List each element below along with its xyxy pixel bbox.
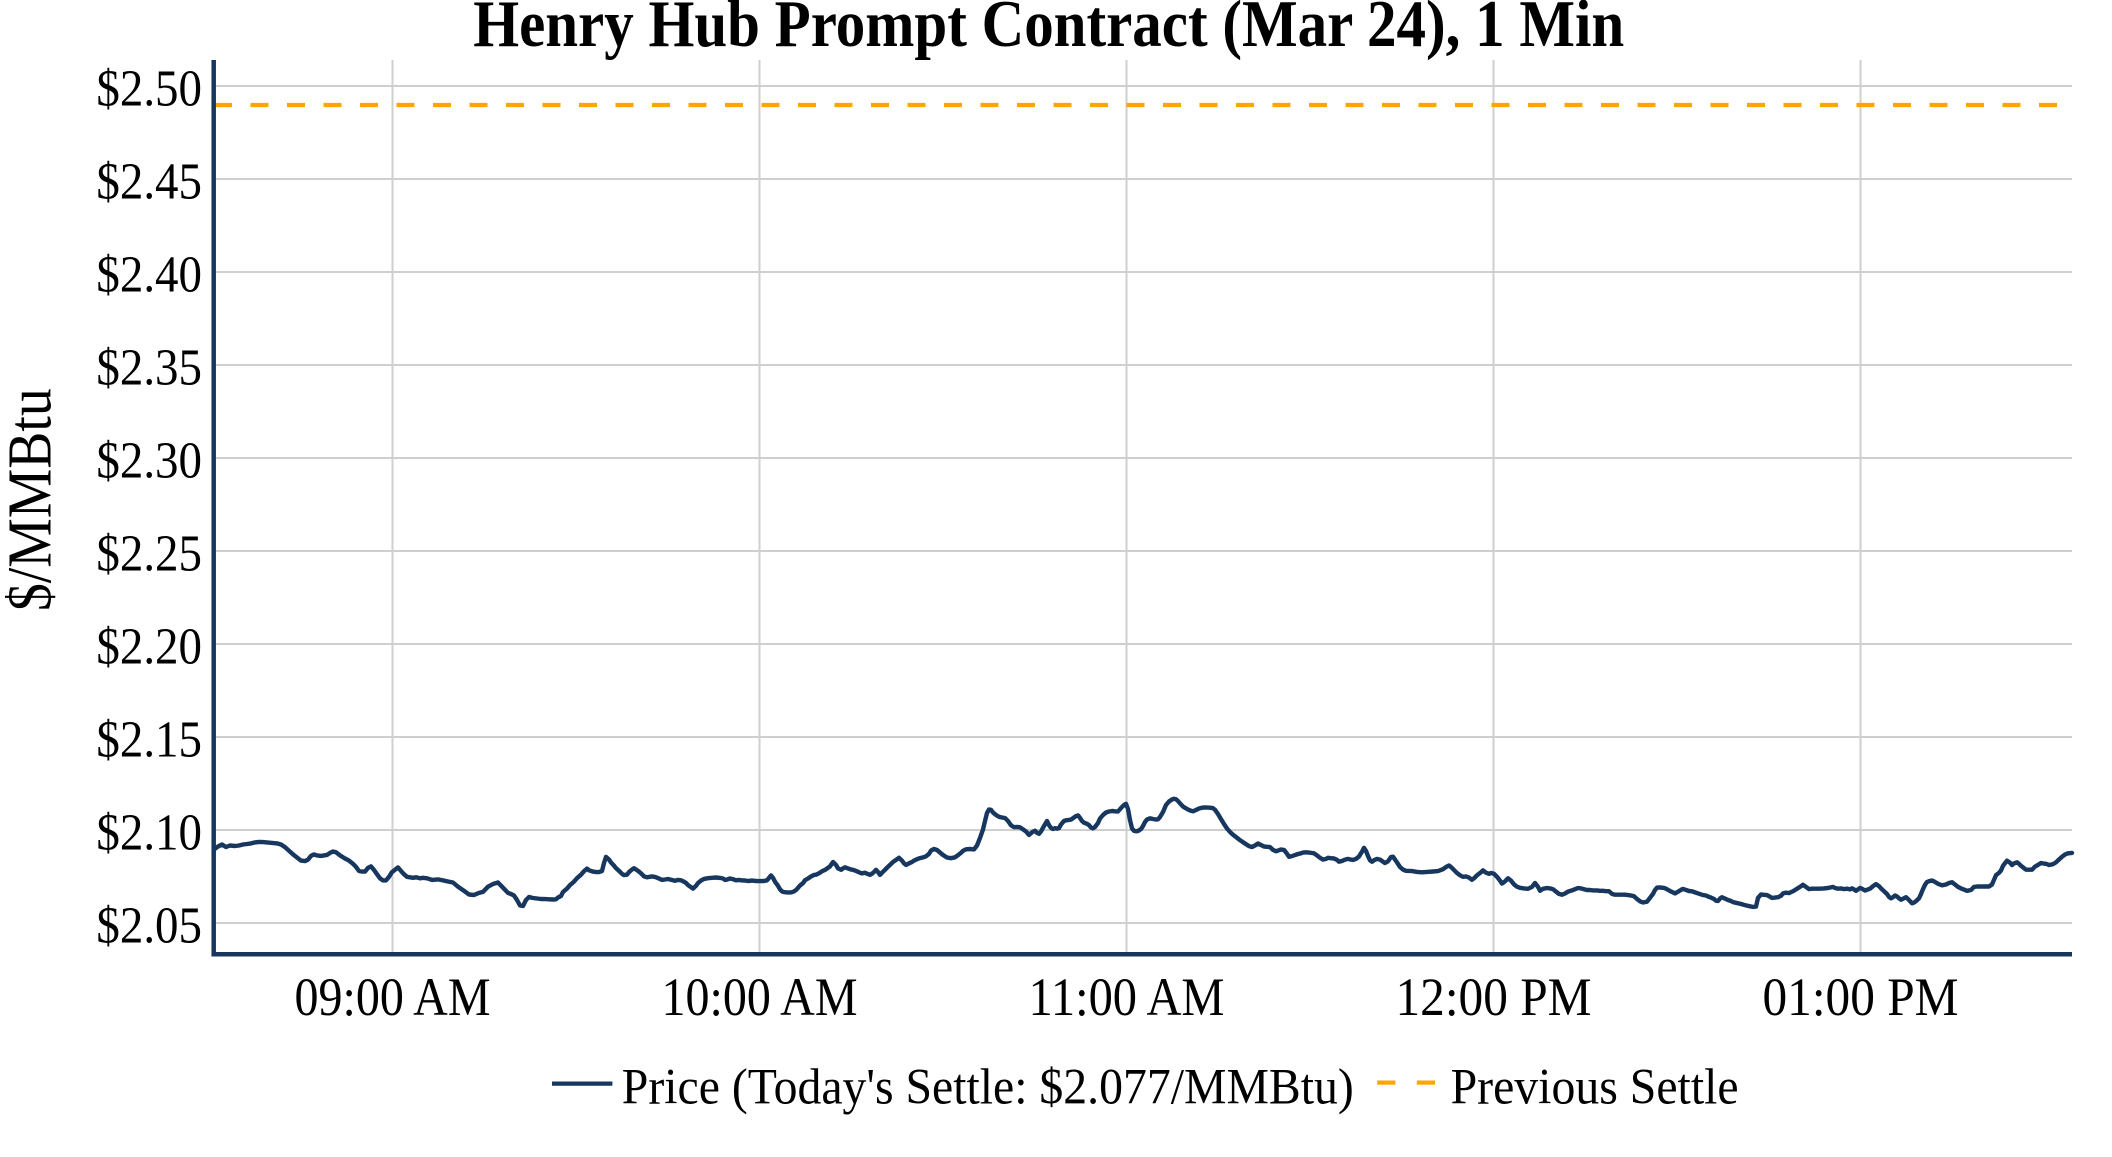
svg-text:$2.30: $2.30 (96, 432, 202, 489)
svg-text:$2.05: $2.05 (96, 897, 202, 954)
svg-text:$2.10: $2.10 (96, 804, 202, 861)
svg-text:$2.25: $2.25 (96, 525, 202, 582)
svg-text:$/MMBtu: $/MMBtu (0, 388, 65, 611)
svg-text:$2.50: $2.50 (96, 60, 202, 117)
svg-text:$2.15: $2.15 (96, 711, 202, 768)
svg-text:01:00 PM: 01:00 PM (1763, 967, 1959, 1027)
svg-text:10:00 AM: 10:00 AM (662, 967, 858, 1027)
svg-text:$2.40: $2.40 (96, 246, 202, 303)
svg-text:11:00 AM: 11:00 AM (1029, 967, 1225, 1027)
svg-text:Henry Hub Prompt Contract (Mar: Henry Hub Prompt Contract (Mar 24), 1 Mi… (473, 0, 1624, 61)
svg-text:Price (Today's Settle: $2.077/: Price (Today's Settle: $2.077/MMBtu) (622, 1060, 1354, 1116)
svg-text:$2.35: $2.35 (96, 339, 202, 396)
svg-text:12:00 PM: 12:00 PM (1396, 967, 1592, 1027)
svg-text:$2.20: $2.20 (96, 618, 202, 675)
svg-text:Previous Settle: Previous Settle (1451, 1060, 1739, 1116)
svg-text:$2.45: $2.45 (96, 153, 202, 210)
svg-text:09:00 AM: 09:00 AM (295, 967, 491, 1027)
